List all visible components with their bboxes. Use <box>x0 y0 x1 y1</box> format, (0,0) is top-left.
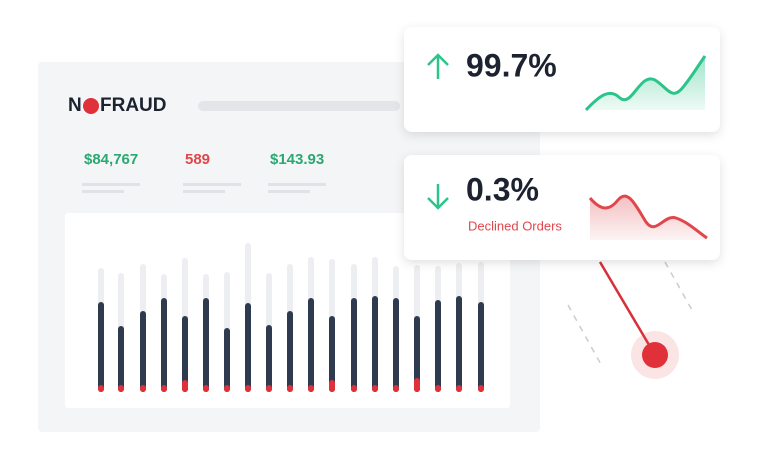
bar-cap <box>287 385 293 392</box>
arrow-up <box>427 53 449 79</box>
card-value: 0.3% <box>466 171 539 207</box>
arrow-down <box>427 184 449 210</box>
stat-underlines <box>82 183 326 193</box>
bar-cap <box>140 385 146 392</box>
bar <box>329 316 335 392</box>
bar-cap <box>372 385 378 392</box>
logo-n: N <box>68 95 82 116</box>
card-value: 99.7% <box>466 47 557 83</box>
bar-cap <box>161 385 167 392</box>
bar-cap <box>266 385 272 392</box>
card-label: Declined Orders <box>468 218 562 233</box>
bar-cap <box>308 385 314 392</box>
bar-cap <box>456 385 462 392</box>
sparkline-area <box>590 196 707 240</box>
bar <box>351 298 357 392</box>
bar <box>308 298 314 392</box>
logo-dot <box>83 98 99 114</box>
bar-cap <box>245 385 251 392</box>
dash <box>664 261 693 311</box>
bar <box>456 296 462 392</box>
bar <box>118 326 124 392</box>
bar-cap <box>182 380 188 392</box>
bar <box>203 298 209 392</box>
dash <box>567 304 604 369</box>
bar <box>161 298 167 392</box>
bar-cap <box>203 385 209 392</box>
stat: $84,767 <box>84 151 138 168</box>
bar <box>266 325 272 392</box>
stat: 589 <box>185 151 210 168</box>
bar <box>245 303 251 392</box>
pointer-line <box>598 261 657 356</box>
bar <box>393 298 399 392</box>
bar <box>414 316 420 392</box>
sparkline <box>584 55 707 112</box>
bar-cap <box>329 380 335 392</box>
bar <box>182 316 188 392</box>
search-bar <box>198 101 400 111</box>
bar-cap <box>393 385 399 392</box>
bar <box>140 311 146 392</box>
bars <box>98 243 484 392</box>
logo-text: FRAUD <box>100 95 167 116</box>
bar-cap <box>224 385 230 392</box>
bar-cap <box>414 378 420 392</box>
card <box>404 27 720 132</box>
bar-cap <box>98 385 104 392</box>
sparkline <box>588 194 708 240</box>
bar-cap <box>478 385 484 392</box>
bar-cap <box>351 385 357 392</box>
bar <box>435 300 441 392</box>
bar <box>372 296 378 392</box>
bar <box>287 311 293 392</box>
card <box>404 155 720 260</box>
bar <box>224 328 230 392</box>
stat: $143.93 <box>270 151 324 168</box>
pointer-dot <box>642 342 668 368</box>
bar-cap <box>118 385 124 392</box>
bar <box>478 302 484 392</box>
bar <box>98 302 104 392</box>
bar-cap <box>435 385 441 392</box>
